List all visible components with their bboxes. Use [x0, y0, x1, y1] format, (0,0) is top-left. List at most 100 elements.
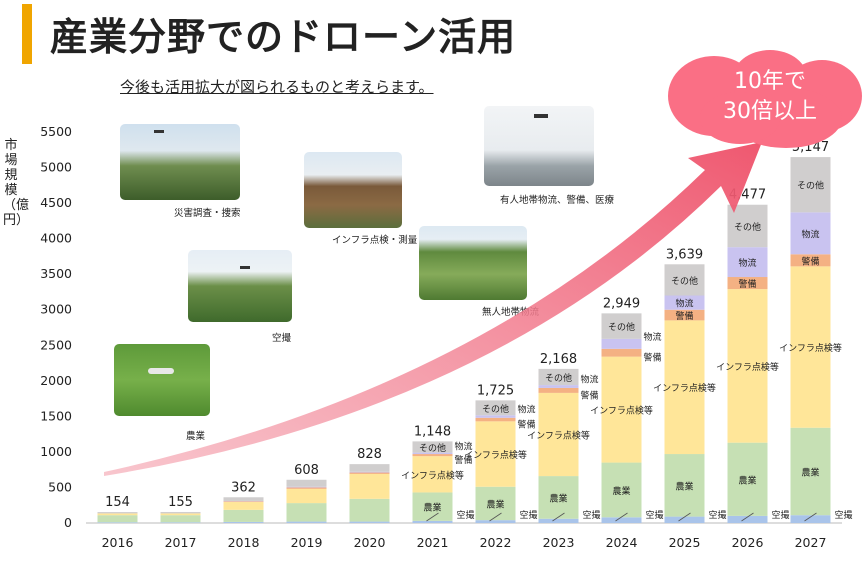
bar-segment — [538, 387, 579, 393]
agriculture-photo — [114, 344, 210, 416]
segment-label: 警備 — [518, 419, 536, 431]
segment-label: インフラ点検等 — [653, 382, 716, 394]
segment-label: 物流 — [738, 257, 756, 269]
bar-segment — [790, 157, 831, 213]
segment-label: その他 — [608, 321, 635, 333]
label-leader — [426, 512, 439, 522]
x-tick-label: 2024 — [606, 535, 638, 550]
bar-segment — [538, 476, 579, 519]
segment-label: その他 — [671, 275, 698, 287]
x-tick-label: 2016 — [102, 535, 134, 550]
x-tick-label: 2025 — [669, 535, 701, 550]
segment-label: 警備 — [801, 255, 819, 267]
segment-label: 農業 — [612, 485, 630, 497]
bar-segment — [349, 464, 390, 472]
segment-label: 警備 — [644, 352, 662, 364]
segment-label: 空撮 — [457, 509, 475, 521]
segment-label: インフラ点検等 — [590, 405, 653, 417]
bar-segment — [97, 512, 138, 514]
bar-segment — [790, 266, 831, 428]
bar-segment — [412, 454, 453, 457]
bar-segment — [601, 517, 642, 523]
unmanned-logistics-photo — [419, 226, 527, 300]
bar-segment — [538, 368, 579, 386]
y-tick-label: 2000 — [40, 373, 72, 388]
bar-segment — [286, 487, 327, 489]
segment-label: 空撮 — [520, 509, 538, 521]
segment-label: 空撮 — [583, 509, 601, 521]
segment-label: 警備 — [738, 278, 756, 290]
bar-segment — [790, 515, 831, 523]
bar-segment — [286, 488, 327, 504]
bar-segment — [727, 442, 768, 516]
bar-segment — [286, 486, 327, 488]
segment-label: 空撮 — [835, 509, 853, 521]
bar-segment — [790, 212, 831, 255]
y-tick-label: 4000 — [40, 231, 72, 246]
bar-total-label: 2,168 — [540, 352, 577, 367]
x-tick-label: 2023 — [543, 535, 575, 550]
growth-callout-bubble — [668, 50, 862, 148]
x-tick-label: 2018 — [228, 535, 260, 550]
manned-logistics-photo — [484, 106, 594, 186]
bar-segment — [412, 441, 453, 453]
y-tick-label: 1500 — [40, 408, 72, 423]
segment-label: 物流 — [801, 228, 819, 240]
segment-label: 物流 — [644, 331, 662, 343]
bar-segment — [349, 471, 390, 473]
bar-segment — [790, 254, 831, 267]
x-tick-label: 2020 — [354, 535, 386, 550]
segment-label: その他 — [482, 403, 509, 415]
bar-segment — [601, 313, 642, 339]
x-tick-label: 2021 — [417, 535, 449, 550]
bar-segment — [160, 515, 201, 523]
bar-segment — [349, 498, 390, 522]
bar-segment — [538, 518, 579, 523]
bar-segment — [286, 503, 327, 522]
bar-segment — [475, 421, 516, 487]
label-leader — [489, 512, 502, 522]
bar-segment — [790, 427, 831, 516]
bar-segment — [223, 501, 264, 503]
drone-icon — [154, 130, 164, 133]
segment-label: 農業 — [486, 498, 504, 510]
bar-segment — [727, 247, 768, 278]
bar-segment — [475, 520, 516, 523]
segment-label: インフラ点検等 — [401, 469, 464, 481]
caption-aerial: 空撮 — [272, 333, 292, 344]
bar-segment — [664, 320, 705, 455]
label-leader — [741, 512, 754, 522]
y-tick-label: 500 — [48, 479, 72, 494]
bar-segment — [223, 509, 264, 522]
segment-label: 物流 — [675, 298, 693, 310]
y-tick-label: 1000 — [40, 444, 72, 459]
segment-label: インフラ点検等 — [464, 449, 527, 461]
segment-label: 空撮 — [646, 509, 664, 521]
segment-label: 農業 — [801, 466, 819, 478]
aerial-photo — [188, 250, 292, 322]
caption-disaster: 災害調査・捜索 — [174, 208, 241, 219]
bar-segment — [538, 385, 579, 388]
caption-infrastructure: インフラ点検・測量 — [332, 235, 418, 246]
bar-segment — [160, 522, 201, 523]
bar-segment — [601, 348, 642, 357]
bubble-cloud-part — [700, 92, 780, 144]
y-tick-label: 4500 — [40, 195, 72, 210]
bar-total-label: 362 — [231, 480, 256, 495]
segment-label: 警備 — [675, 310, 693, 322]
drone-icon — [148, 368, 174, 374]
segment-label: その他 — [419, 442, 446, 454]
segment-label: 警備 — [455, 454, 473, 466]
bar-total-label: 828 — [357, 447, 382, 462]
segment-label: 物流 — [518, 404, 536, 416]
label-leader — [552, 512, 565, 522]
bar-segment — [412, 520, 453, 523]
bar-segment — [664, 264, 705, 296]
segment-label: インフラ点検等 — [527, 429, 590, 441]
bar-segment — [475, 417, 516, 422]
bar-segment — [664, 309, 705, 321]
bar-segment — [412, 456, 453, 493]
bar-segment — [223, 502, 264, 510]
bar-total-label: 154 — [105, 495, 130, 510]
